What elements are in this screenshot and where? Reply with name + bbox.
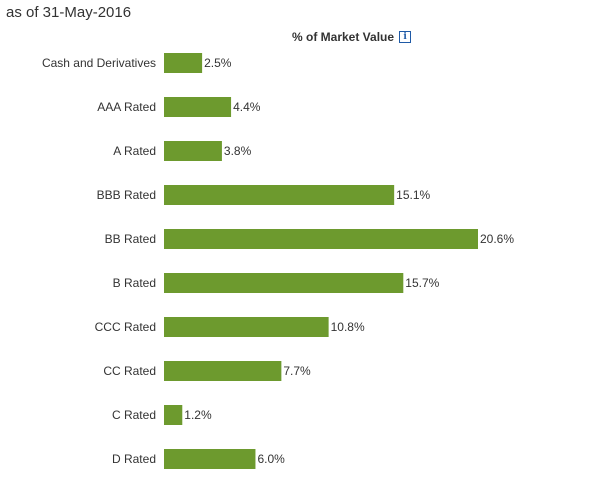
bar — [164, 361, 282, 381]
bar — [164, 229, 478, 249]
category-label: CC Rated — [103, 364, 156, 378]
category-label: CCC Rated — [95, 320, 156, 334]
value-label: 10.8% — [331, 320, 365, 334]
value-label: 15.7% — [405, 276, 439, 290]
bar — [164, 185, 395, 205]
category-label: AAA Rated — [97, 100, 156, 114]
bar — [164, 97, 232, 117]
column-header: % of Market Value i — [292, 30, 412, 44]
bar — [164, 273, 404, 293]
bar — [164, 53, 203, 73]
value-label: 20.6% — [480, 232, 514, 246]
column-header-label: % of Market Value — [292, 30, 395, 44]
value-label: 15.1% — [396, 188, 430, 202]
as-of-date: as of 31-May-2016 — [6, 4, 132, 21]
bar — [164, 449, 256, 469]
bar — [164, 317, 329, 337]
category-label: D Rated — [112, 452, 156, 466]
value-label: 4.4% — [233, 100, 261, 114]
value-label: 1.2% — [184, 408, 212, 422]
bar — [164, 141, 222, 161]
value-label: 6.0% — [257, 452, 285, 466]
info-icon[interactable]: i — [399, 31, 412, 43]
bar — [164, 405, 183, 425]
value-label: 2.5% — [204, 56, 232, 70]
category-label: C Rated — [112, 408, 156, 422]
category-label: Cash and Derivatives — [42, 56, 156, 70]
category-label: BBB Rated — [97, 188, 156, 202]
category-label: A Rated — [113, 144, 156, 158]
value-label: 7.7% — [283, 364, 311, 378]
category-label: BB Rated — [105, 232, 156, 246]
value-label: 3.8% — [224, 144, 252, 158]
category-label: B Rated — [113, 276, 156, 290]
